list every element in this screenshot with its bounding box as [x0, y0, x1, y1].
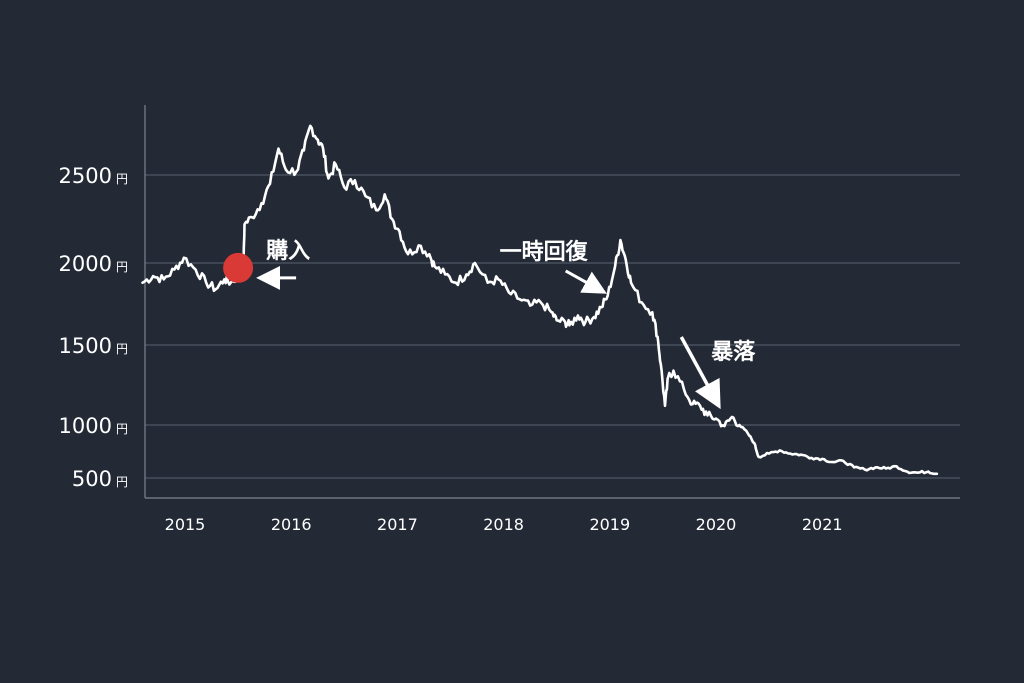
x-tick-label-2021: 2021: [802, 515, 843, 534]
y-tick-unit: 円: [116, 260, 128, 274]
annotation-purchase: 購入: [266, 239, 310, 264]
annotation-crash: 暴落: [710, 340, 756, 365]
y-tick-label-2500: 2500: [59, 164, 112, 188]
x-tick-label-2020: 2020: [696, 515, 737, 534]
y-tick-unit: 円: [116, 172, 128, 186]
y-tick-label-1500: 1500: [59, 334, 112, 358]
y-tick-label-1000: 1000: [59, 414, 112, 438]
x-tick-label-2018: 2018: [483, 515, 524, 534]
x-tick-labels: 2015 2016 2017 2018 2019 2020 2021: [165, 515, 843, 534]
x-tick-label-2016: 2016: [271, 515, 312, 534]
series-layer: [141, 124, 939, 476]
purchase-marker: [223, 252, 254, 283]
y-tick-unit: 円: [116, 422, 128, 436]
partial-recovery-arrow: [564, 269, 607, 294]
y-tick-unit: 円: [116, 342, 128, 356]
grid-layer: [145, 174, 960, 479]
crash-arrow: [679, 336, 721, 410]
price-series-line: [141, 124, 939, 476]
x-tick-label-2015: 2015: [165, 515, 206, 534]
axis-layer: [144, 105, 960, 499]
y-tick-unit: 円: [116, 475, 128, 489]
annotation-partial-recovery: 一時回復: [500, 239, 589, 265]
y-tick-labels: 500 円 1000 円 1500 円 2000 円 2500 円: [59, 164, 128, 491]
x-tick-label-2017: 2017: [377, 515, 418, 534]
x-tick-label-2019: 2019: [589, 515, 630, 534]
y-tick-label-500: 500: [72, 467, 112, 491]
y-tick-label-2000: 2000: [59, 252, 112, 276]
